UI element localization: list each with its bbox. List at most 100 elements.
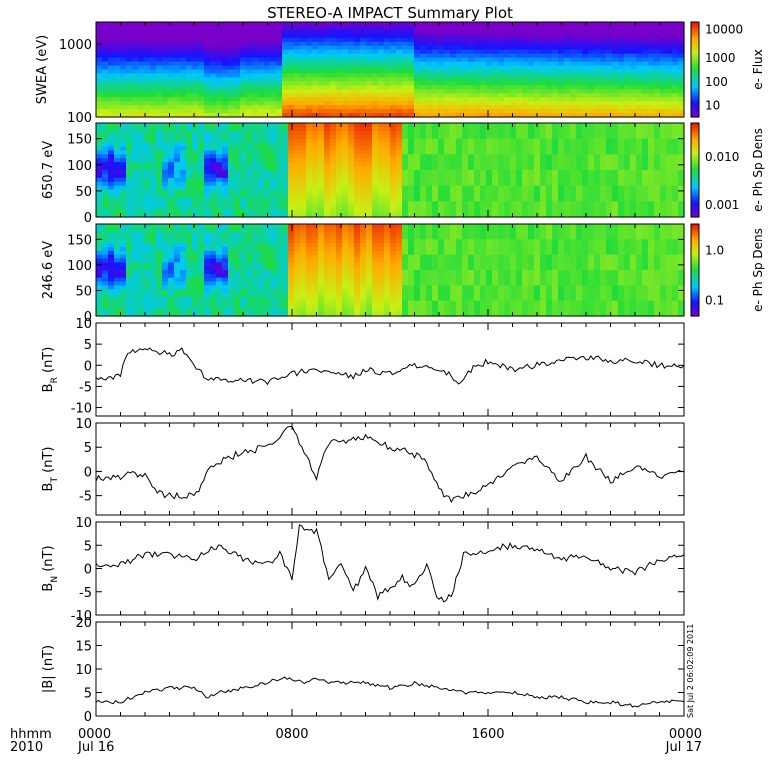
heatmap-cell bbox=[480, 197, 487, 202]
heatmap-cell bbox=[378, 177, 385, 183]
heatmap-cell bbox=[252, 22, 259, 27]
heatmap-cell bbox=[636, 81, 643, 86]
heatmap-cell bbox=[348, 49, 355, 55]
heatmap-cell bbox=[468, 65, 475, 71]
heatmap-cell bbox=[414, 189, 421, 195]
heatmap-cell bbox=[522, 81, 529, 86]
heatmap-cell bbox=[606, 205, 613, 210]
heatmap-cell bbox=[366, 69, 373, 75]
heatmap-cell bbox=[624, 81, 631, 86]
heatmap-cell bbox=[486, 138, 493, 144]
heatmap-cell bbox=[312, 130, 319, 136]
heatmap-cell bbox=[450, 189, 457, 195]
heatmap-cell bbox=[546, 209, 553, 214]
heatmap-cell bbox=[618, 53, 625, 59]
heatmap-cell bbox=[252, 166, 259, 171]
heatmap-cell bbox=[414, 29, 421, 35]
heatmap-cell bbox=[210, 177, 217, 183]
heatmap-cell bbox=[300, 177, 307, 183]
colorbar-swatch bbox=[691, 130, 699, 133]
heatmap-cell bbox=[378, 162, 385, 167]
heatmap-cell bbox=[108, 146, 115, 152]
heatmap-cell bbox=[234, 134, 241, 140]
heatmap-cell bbox=[462, 53, 469, 59]
heatmap-cell bbox=[588, 166, 595, 171]
heatmap-cell bbox=[444, 105, 451, 110]
heatmap-cell bbox=[324, 181, 331, 187]
heatmap-cell bbox=[570, 89, 577, 94]
heatmap-cell bbox=[372, 57, 379, 63]
heatmap-cell bbox=[624, 97, 631, 102]
heatmap-cell bbox=[570, 177, 577, 183]
heatmap-cell bbox=[570, 162, 577, 167]
heatmap-cell bbox=[102, 266, 109, 271]
heatmap-cell bbox=[552, 213, 559, 218]
heatmap-cell bbox=[552, 166, 559, 171]
heatmap-cell bbox=[96, 285, 103, 290]
heatmap-cell bbox=[204, 25, 211, 31]
y-tick-label: 1000 bbox=[59, 38, 92, 53]
heatmap-cell bbox=[108, 273, 115, 279]
heatmap-cell bbox=[360, 173, 367, 179]
heatmap-cell bbox=[360, 77, 367, 82]
heatmap-cell bbox=[384, 173, 391, 179]
heatmap-cell bbox=[306, 126, 313, 132]
heatmap-cell bbox=[174, 97, 181, 102]
heatmap-cell bbox=[360, 101, 367, 106]
heatmap-cell bbox=[654, 57, 661, 63]
heatmap-cell bbox=[348, 101, 355, 106]
heatmap-cell bbox=[600, 177, 607, 183]
heatmap-cell bbox=[642, 53, 649, 59]
heatmap-cell bbox=[450, 49, 457, 55]
heatmap-cell bbox=[462, 142, 469, 148]
heatmap-cell bbox=[564, 53, 571, 59]
heatmap-cell bbox=[216, 109, 223, 114]
heatmap-cell bbox=[432, 193, 439, 199]
heatmap-cell bbox=[384, 142, 391, 148]
heatmap-cell bbox=[576, 73, 583, 79]
heatmap-cell bbox=[150, 41, 157, 47]
heatmap-cell bbox=[156, 177, 163, 183]
heatmap-cell bbox=[468, 166, 475, 171]
heatmap-cell bbox=[420, 189, 427, 195]
heatmap-cell bbox=[420, 53, 427, 59]
heatmap-cell bbox=[372, 61, 379, 67]
heatmap-cell bbox=[174, 53, 181, 59]
heatmap-cell bbox=[552, 193, 559, 199]
heatmap-cell bbox=[468, 173, 475, 179]
heatmap-cell bbox=[510, 25, 517, 31]
heatmap-cell bbox=[276, 126, 283, 132]
heatmap-cell bbox=[486, 113, 493, 118]
heatmap-cell bbox=[204, 85, 211, 90]
heatmap-cell bbox=[258, 97, 265, 102]
heatmap-cell bbox=[132, 189, 139, 195]
heatmap-cell bbox=[534, 57, 541, 63]
heatmap-cell bbox=[438, 33, 445, 39]
heatmap-cell bbox=[468, 150, 475, 155]
heatmap-cell bbox=[534, 158, 541, 163]
heatmap-cell bbox=[276, 49, 283, 55]
heatmap-cell bbox=[114, 29, 121, 35]
heatmap-cell bbox=[312, 170, 319, 175]
heatmap-cell bbox=[108, 33, 115, 39]
heatmap-cell bbox=[138, 193, 145, 199]
heatmap-cell bbox=[378, 173, 385, 179]
heatmap-cell bbox=[576, 77, 583, 82]
heatmap-cell bbox=[234, 173, 241, 179]
heatmap-cell bbox=[396, 197, 403, 202]
heatmap-cell bbox=[636, 193, 643, 199]
heatmap-cell bbox=[264, 61, 271, 67]
heatmap-cell bbox=[156, 53, 163, 59]
heatmap-cell bbox=[492, 158, 499, 163]
heatmap-cell bbox=[534, 130, 541, 136]
heatmap-cell bbox=[480, 81, 487, 86]
heatmap-cell bbox=[294, 197, 301, 202]
heatmap-cell bbox=[612, 109, 619, 114]
heatmap-cell bbox=[168, 126, 175, 132]
heatmap-cell bbox=[534, 197, 541, 202]
heatmap-cell bbox=[108, 227, 115, 233]
heatmap-cell bbox=[402, 123, 409, 128]
heatmap-cell bbox=[582, 33, 589, 39]
heatmap-cell bbox=[228, 146, 235, 152]
heatmap-cell bbox=[546, 69, 553, 75]
